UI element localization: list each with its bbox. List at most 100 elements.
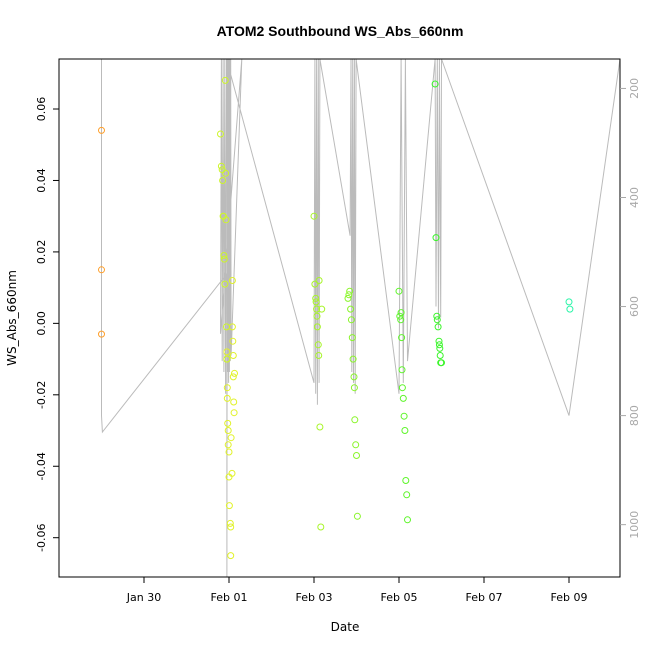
data-point (434, 323, 442, 331)
x-tick-label: Feb 01 (211, 591, 248, 604)
data-point (566, 305, 574, 313)
data-point (436, 344, 444, 352)
y-tick-label: -0.04 (35, 452, 48, 480)
data-point (433, 316, 441, 324)
data-point (315, 277, 323, 284)
data-point (404, 516, 411, 524)
data-point (225, 502, 233, 510)
data-point (223, 348, 231, 356)
data-point (229, 337, 237, 345)
data-point (313, 305, 321, 313)
data-point (436, 352, 444, 359)
data-point (221, 280, 229, 288)
data-point (98, 266, 105, 274)
data-point (228, 469, 236, 477)
data-point (348, 334, 356, 342)
data-point (352, 441, 360, 449)
y-tick-label: -0.02 (35, 381, 48, 409)
series-6 (431, 80, 445, 367)
data-point (223, 384, 231, 392)
alt-tick-label: 200 (628, 78, 641, 99)
data-point (433, 312, 441, 320)
data-point (310, 212, 318, 220)
data-point (311, 280, 319, 288)
data-point (217, 130, 224, 138)
data-point (224, 441, 232, 449)
x-tick-label: Feb 07 (466, 591, 503, 604)
series-3 (310, 212, 326, 531)
data-point (98, 330, 105, 338)
data-point (217, 162, 225, 170)
data-point (318, 305, 326, 313)
data-point (397, 316, 405, 324)
data-point (402, 477, 410, 484)
data-point (224, 427, 232, 434)
x-tick-label: Feb 05 (381, 591, 418, 604)
data-point (227, 523, 235, 531)
x-tick-label: Feb 09 (551, 591, 588, 604)
data-point (346, 287, 354, 295)
data-point (226, 519, 234, 527)
data-point (399, 394, 407, 402)
data-point (347, 316, 355, 324)
data-point (223, 323, 230, 331)
x-axis: Jan 30 Feb 01 Feb 03 Feb 05 Feb 07 Feb 09 (126, 577, 588, 604)
altitude-line-layer (101, 58, 621, 578)
data-point (395, 287, 403, 295)
data-point (397, 309, 405, 317)
data-point (396, 312, 404, 320)
data-point (403, 491, 411, 499)
data-point (312, 294, 320, 302)
y-tick-label: 0.04 (35, 168, 48, 193)
series-5 (395, 287, 411, 524)
x-tick-label: Feb 03 (296, 591, 333, 604)
alt-tick-label: 1000 (628, 511, 641, 539)
data-point (438, 359, 445, 367)
data-point (400, 412, 408, 420)
alt-tick-label: 400 (628, 187, 641, 208)
series-0 (98, 126, 105, 338)
data-point (223, 355, 231, 363)
data-point (435, 337, 443, 345)
y-axis: -0.06 -0.04 -0.02 0.00 0.02 0.04 0.06 (35, 97, 59, 552)
data-point (351, 416, 359, 424)
data-point (313, 312, 321, 320)
data-point (231, 369, 238, 377)
secondary-y-axis: 200 400 600 800 1000 (620, 78, 641, 539)
data-point (222, 169, 230, 177)
chart-title: ATOM2 Southbound WS_Abs_660nm (217, 23, 464, 39)
data-point (229, 373, 237, 381)
series-2 (217, 76, 231, 363)
data-point (349, 355, 357, 363)
alt-tick-label: 800 (628, 405, 641, 426)
data-point (435, 341, 443, 349)
data-point (314, 341, 322, 349)
data-point (225, 448, 233, 456)
data-point (398, 366, 406, 374)
data-point (312, 298, 320, 306)
data-point (353, 512, 361, 520)
altitude-line (101, 58, 621, 578)
data-point (401, 427, 409, 434)
data-point (398, 384, 406, 392)
data-point (350, 373, 358, 381)
data-point (315, 352, 323, 359)
alt-tick-label: 600 (628, 296, 641, 317)
data-point (347, 305, 355, 313)
data-point (344, 294, 352, 302)
data-point (219, 177, 227, 184)
data-point (353, 452, 360, 459)
data-point (222, 216, 230, 224)
x-axis-label: Date (331, 620, 360, 634)
data-point (345, 291, 353, 299)
data-point-layer (98, 76, 574, 560)
data-point (227, 434, 235, 442)
y-tick-label: 0.02 (35, 240, 48, 265)
data-point (227, 552, 235, 560)
data-point (230, 409, 238, 417)
y-tick-label: 0.00 (35, 311, 48, 336)
data-point (313, 323, 321, 331)
data-point (350, 384, 358, 392)
data-point (224, 419, 232, 427)
